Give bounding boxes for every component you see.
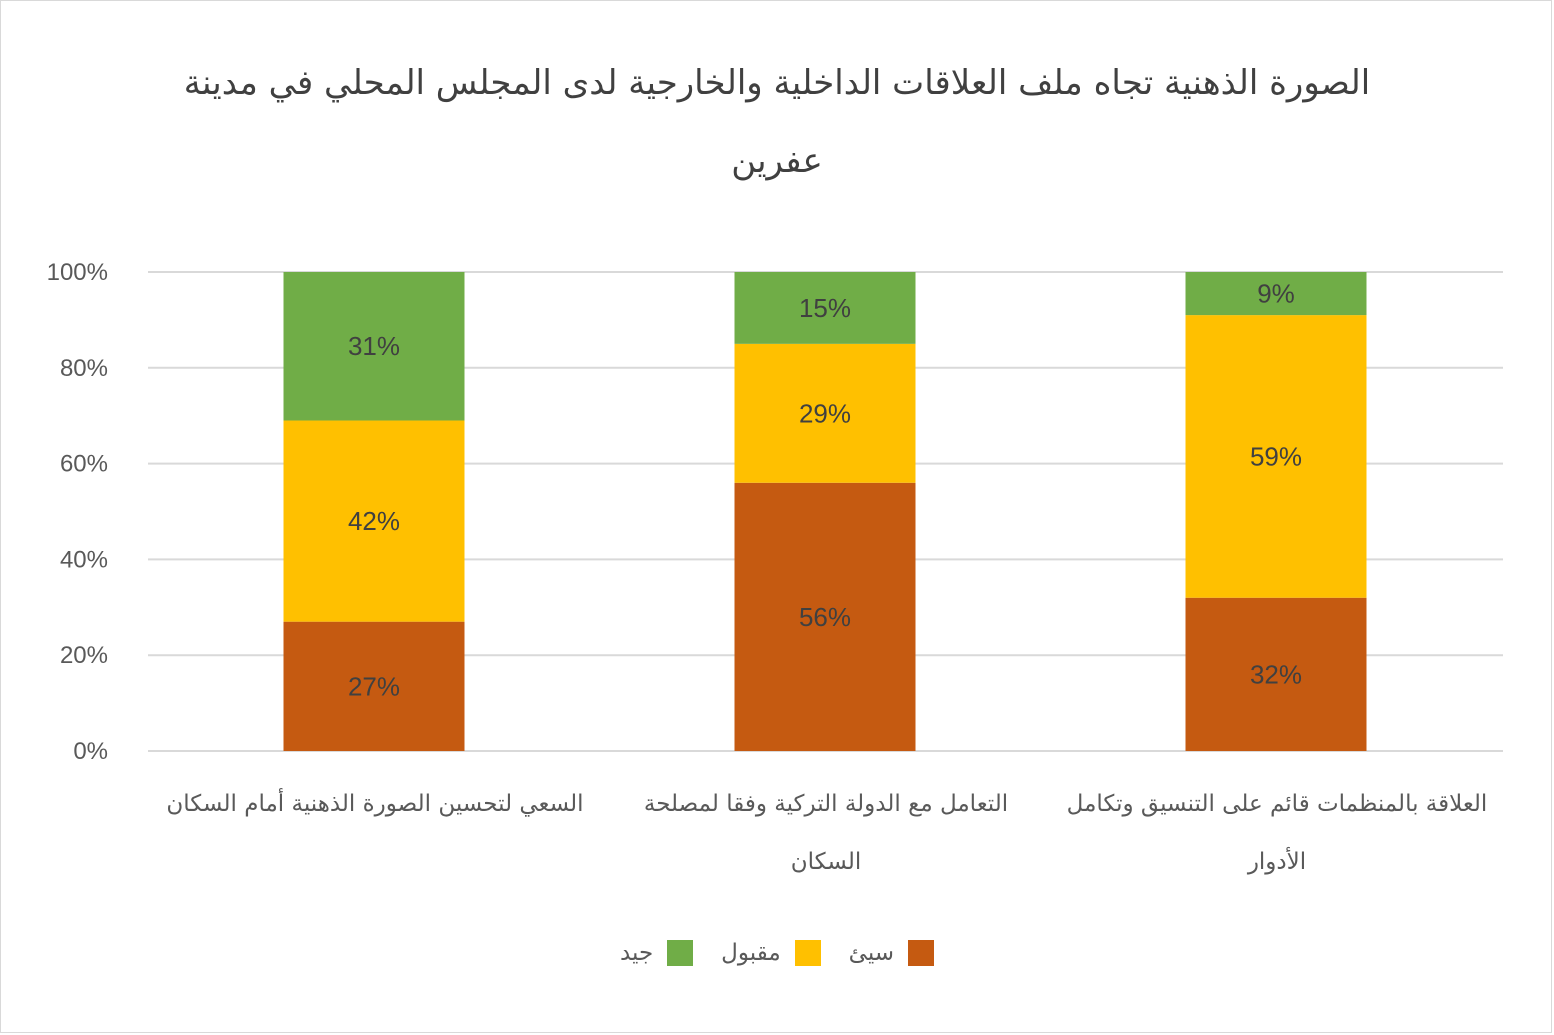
bar-segment — [734, 482, 916, 751]
bar-segment — [1185, 315, 1367, 598]
legend-label-acceptable: مقبول — [721, 940, 781, 966]
legend-item-bad: سيئ — [848, 940, 935, 966]
legend-swatch-good — [667, 940, 694, 966]
bar-segment — [1185, 272, 1367, 316]
legend-item-acceptable: مقبول — [721, 940, 821, 966]
data-label: 27% — [348, 671, 400, 701]
legend-item-good: جيد — [619, 940, 694, 966]
bar-segment — [283, 420, 465, 622]
bar-segment — [734, 343, 916, 483]
data-label: 29% — [799, 398, 851, 428]
legend-swatch-acceptable — [794, 940, 821, 966]
data-label: 15% — [799, 293, 851, 323]
bar-segment — [283, 621, 465, 751]
bar-segment — [283, 272, 465, 421]
legend: سيئ مقبول جيد — [0, 940, 1554, 966]
y-tick-label: 100% — [47, 259, 108, 286]
data-label: 31% — [348, 331, 400, 361]
data-label: 59% — [1250, 441, 1302, 471]
y-tick-label: 0% — [73, 738, 108, 765]
chart-title: الصورة الذهنية تجاه ملف العلاقات الداخلي… — [183, 63, 1371, 181]
y-tick-label: 60% — [60, 451, 108, 478]
data-label: 56% — [799, 602, 851, 632]
y-tick-label: 80% — [60, 355, 108, 382]
y-tick-label: 20% — [60, 642, 108, 669]
bar-segment — [734, 272, 916, 344]
category-label-3: العلاقة بالمنظمات قائم على التنسيق وتكام… — [1066, 791, 1488, 875]
bar-segment — [1185, 597, 1367, 751]
y-tick-label: 40% — [60, 546, 108, 573]
legend-label-good: جيد — [619, 940, 654, 966]
category-label-2: التعامل مع الدولة التركية وفقا لمصلحة ال… — [643, 791, 1009, 875]
legend-label-bad: سيئ — [848, 940, 895, 966]
data-label: 32% — [1250, 659, 1302, 689]
legend-swatch-bad — [908, 940, 935, 966]
data-label: 9% — [1257, 279, 1295, 309]
category-label-1: السعي لتحسين الصورة الذهنية أمام السكان — [166, 791, 584, 817]
data-label: 42% — [348, 506, 400, 536]
